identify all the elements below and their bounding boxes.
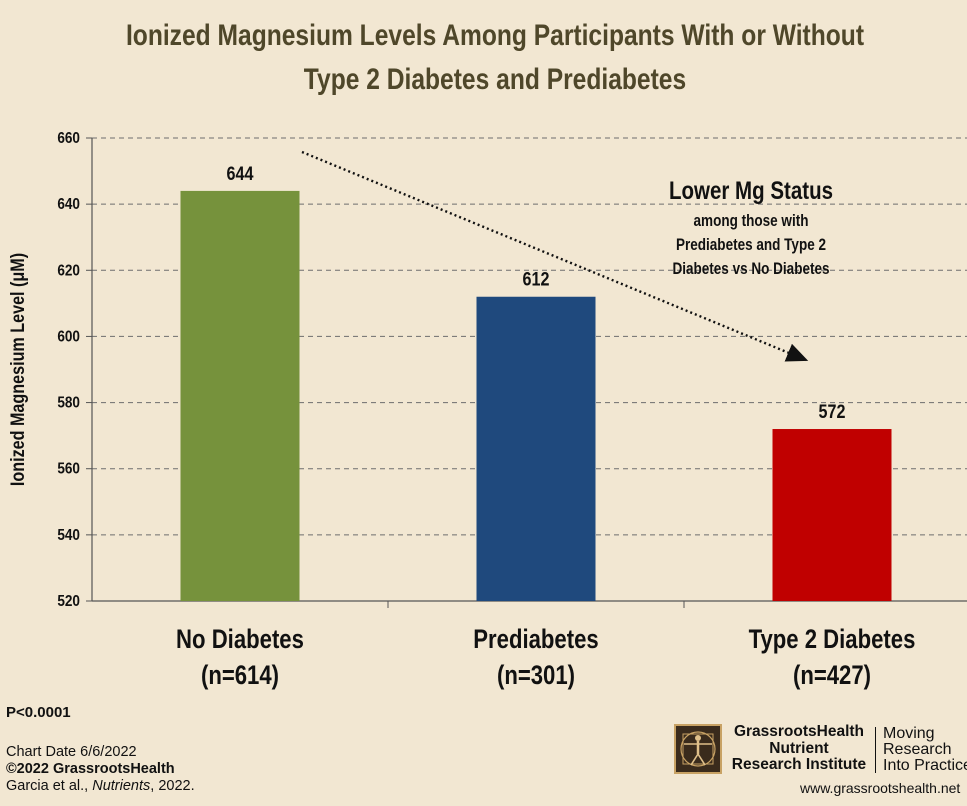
tagline-line2: Research <box>883 741 952 758</box>
bar-value-label: 572 <box>819 401 846 423</box>
category-n-label: (n=427) <box>793 661 871 691</box>
chart-date: Chart Date 6/6/2022 <box>6 744 137 760</box>
trend-arrow <box>301 150 809 362</box>
y-tick-label: 660 <box>57 130 80 147</box>
annotation-line: Prediabetes and Type 2 <box>676 236 826 255</box>
chart-title-line1: Ionized Magnesium Levels Among Participa… <box>125 19 865 52</box>
logo-line2: Nutrient <box>769 739 829 757</box>
chart-title: Ionized Magnesium Levels Among Participa… <box>89 14 901 102</box>
labels: 644 No Diabetes (n=614) 612 Prediabetes (n=30… <box>176 163 915 691</box>
trend-annotation: Lower Mg Status among those with Prediabet… <box>301 150 833 362</box>
citation-journal: Nutrients <box>92 778 151 794</box>
bar-1 <box>476 296 596 601</box>
y-tick-label: 540 <box>57 527 80 544</box>
citation: Garcia et al., Nutrients, 2022. <box>6 778 195 795</box>
category-label: Type 2 Diabetes <box>749 625 916 655</box>
bar-chart: 520 540 560 580 600 620 640 660 Ionized Magnesiu… <box>7 130 967 691</box>
footer: Chart Date 6/6/2022 ©2022 GrassrootsHeal… <box>6 744 195 795</box>
y-tick-label: 600 <box>57 328 80 345</box>
bar-2 <box>772 429 892 601</box>
y-tick-label: 520 <box>57 593 80 610</box>
y-tick-label: 580 <box>57 395 80 412</box>
logo-line3: Research Institute <box>731 756 867 773</box>
logo-divider <box>875 727 876 773</box>
category-label: Prediabetes <box>473 625 598 655</box>
y-tick-label: 560 <box>57 461 80 478</box>
bar-0 <box>180 190 300 601</box>
p-value: P<0.0001 <box>6 704 71 721</box>
citation-authors: Garcia et al., <box>6 778 93 794</box>
website-link[interactable]: www.grassrootshealth.net <box>800 780 961 796</box>
citation-year: , 2022. <box>150 778 195 794</box>
annotation-line: among those with <box>694 212 809 231</box>
chart-title-line2: Type 2 Diabetes and Prediabetes <box>303 63 687 96</box>
category-label: No Diabetes <box>176 625 304 655</box>
bar-value-label: 612 <box>523 269 550 291</box>
bars <box>180 190 892 601</box>
y-tick-label: 620 <box>57 262 80 279</box>
y-axis-label: Ionized Magnesium Level (μM) <box>7 253 29 486</box>
bar-value-label: 644 <box>227 163 254 185</box>
y-tick-label: 640 <box>57 196 80 213</box>
annotation-line: Diabetes vs No Diabetes <box>672 260 829 279</box>
logo-line1: GrassrootsHealth <box>733 723 865 740</box>
tagline-line1: Moving <box>883 725 935 742</box>
tagline-line3: Into Practice <box>883 757 967 774</box>
category-n-label: (n=301) <box>497 661 575 691</box>
annotation-heading: Lower Mg Status <box>669 176 833 204</box>
vitruvian-logo-icon <box>674 724 722 774</box>
category-n-label: (n=614) <box>201 661 279 691</box>
tagline: Moving Research Into Practice <box>883 726 967 774</box>
logo-text: GrassrootsHealth Nutrient Research Insti… <box>728 723 870 774</box>
copyright: ©2022 GrassrootsHealth <box>6 761 175 777</box>
